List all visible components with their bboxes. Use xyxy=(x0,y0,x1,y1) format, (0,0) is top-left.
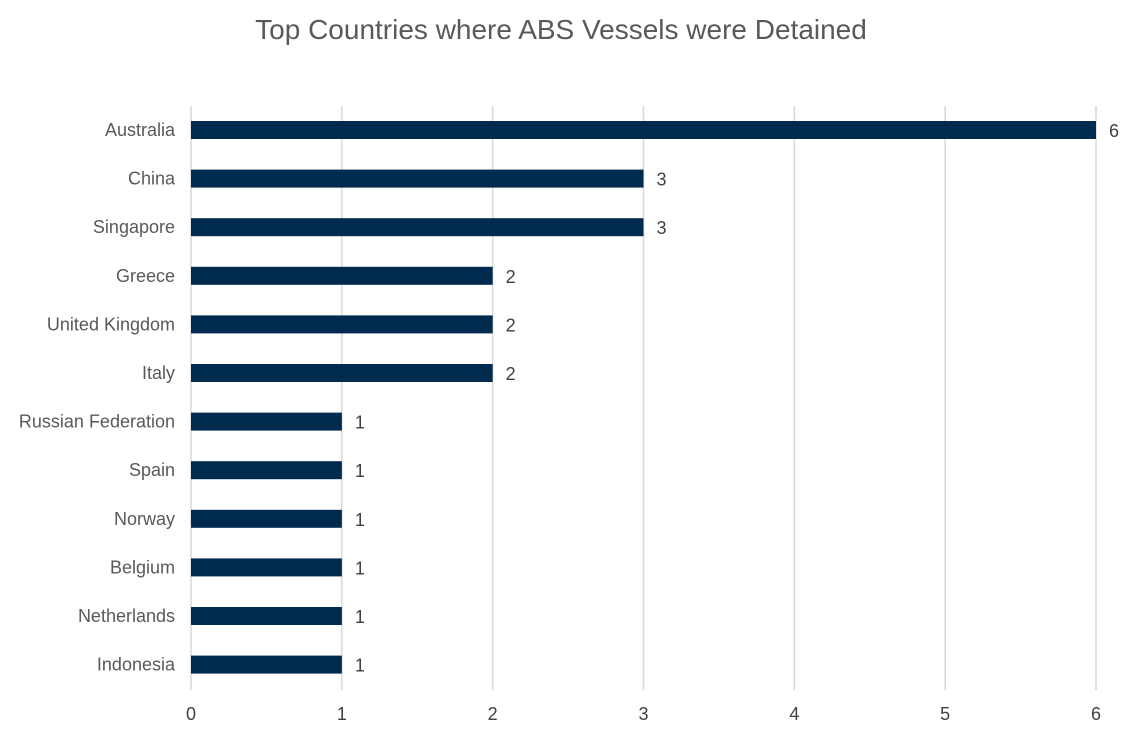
category-label: Norway xyxy=(114,509,175,529)
bar-netherlands xyxy=(191,607,342,625)
data-label: 6 xyxy=(1109,121,1119,141)
category-label: Greece xyxy=(116,266,175,286)
x-tick-label: 4 xyxy=(789,704,799,724)
data-label: 2 xyxy=(506,267,516,287)
bar-indonesia xyxy=(191,655,342,674)
bar-italy xyxy=(191,364,493,382)
bar-singapore xyxy=(191,218,644,237)
gridlines xyxy=(190,106,1097,690)
bar-australia xyxy=(191,121,1096,139)
category-label: Belgium xyxy=(110,557,175,577)
data-label: 1 xyxy=(355,413,365,433)
data-label: 3 xyxy=(657,170,667,190)
data-label: 3 xyxy=(657,218,667,238)
category-label: Spain xyxy=(129,460,175,480)
category-label: Netherlands xyxy=(78,606,175,626)
bars xyxy=(191,121,1096,674)
category-label: China xyxy=(128,169,176,189)
bar-spain xyxy=(191,461,342,480)
x-tick-label: 6 xyxy=(1091,704,1101,724)
data-label: 1 xyxy=(355,510,365,530)
bar-belgium xyxy=(191,558,342,577)
chart-title: Top Countries where ABS Vessels were Det… xyxy=(255,14,867,45)
bar-united-kingdom xyxy=(191,315,493,334)
category-label: United Kingdom xyxy=(47,314,175,334)
x-tick-label: 2 xyxy=(488,704,498,724)
data-label: 2 xyxy=(506,364,516,384)
x-tick-label: 3 xyxy=(638,704,648,724)
category-label: Italy xyxy=(142,363,175,383)
bar-china xyxy=(191,169,644,188)
data-label: 1 xyxy=(355,607,365,627)
labels: 0 1 2 3 4 5 6 Australia 6 China 3 Singapore 3 Greece 2… xyxy=(19,120,1119,724)
category-label: Singapore xyxy=(93,217,175,237)
data-label: 1 xyxy=(355,558,365,578)
data-label: 2 xyxy=(506,315,516,335)
bar-russian-federation xyxy=(191,412,342,431)
bar-greece xyxy=(191,266,493,285)
bar-norway xyxy=(191,509,342,528)
x-tick-label: 5 xyxy=(940,704,950,724)
category-label: Australia xyxy=(105,120,176,140)
data-label: 1 xyxy=(355,656,365,676)
category-label: Indonesia xyxy=(97,655,176,675)
x-tick-label: 1 xyxy=(337,704,347,724)
category-label: Russian Federation xyxy=(19,412,175,432)
data-label: 1 xyxy=(355,461,365,481)
x-tick-label: 0 xyxy=(186,704,196,724)
